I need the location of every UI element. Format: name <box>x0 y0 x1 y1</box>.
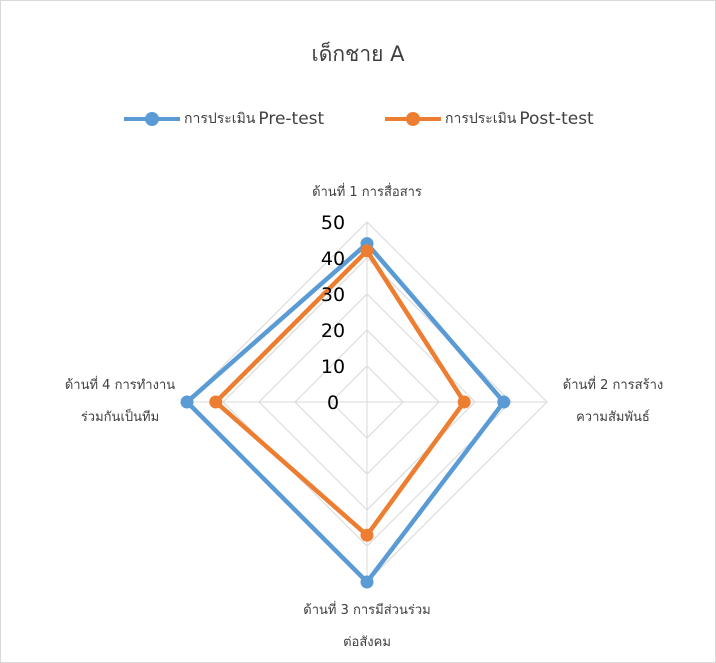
series-marker-1 <box>209 395 223 409</box>
legend: การประเมิน Pre-test การประเมิน Post-test <box>0 104 716 134</box>
legend-swatch-post-test <box>385 112 441 126</box>
category-label: ด้านที่ 3 การมีส่วนร่วม <box>303 601 430 618</box>
series-marker-1 <box>457 395 471 409</box>
category-label: ด้านที่ 1 การสื่อสาร <box>312 183 422 200</box>
series-marker-1 <box>360 528 374 542</box>
radial-tick-label: 50 <box>321 212 345 234</box>
radial-tick-label: 30 <box>321 284 345 306</box>
legend-swatch-pre-test <box>124 112 180 126</box>
radial-tick-label: 0 <box>327 392 339 414</box>
legend-label-prefix: การประเมิน <box>184 111 256 127</box>
legend-label-suffix: Post-test <box>519 109 594 129</box>
radial-tick-label: 40 <box>321 248 345 270</box>
category-label: ด้านที่ 2 การสร้าง <box>563 376 663 393</box>
category-label: ร่วมกันเป็นทีม <box>81 407 159 425</box>
series-marker-0 <box>497 395 511 409</box>
series-marker-0 <box>360 575 374 589</box>
legend-item-pre-test: การประเมิน Pre-test <box>124 104 324 134</box>
category-label: ต่อสังคม <box>343 635 391 650</box>
legend-label-suffix: Pre-test <box>258 109 325 129</box>
chart-title: เด็กชาย A <box>311 42 405 66</box>
series-marker-0 <box>180 395 194 409</box>
radial-tick-label: 20 <box>321 320 345 342</box>
radial-tick-label: 10 <box>321 356 345 378</box>
legend-item-post-test: การประเมิน Post-test <box>385 104 594 134</box>
category-label: ความสัมพันธ์ <box>576 409 650 425</box>
category-label: ด้านที่ 4 การทำงาน <box>65 376 175 393</box>
series-marker-1 <box>360 244 374 258</box>
legend-label-prefix: การประเมิน <box>445 111 517 127</box>
